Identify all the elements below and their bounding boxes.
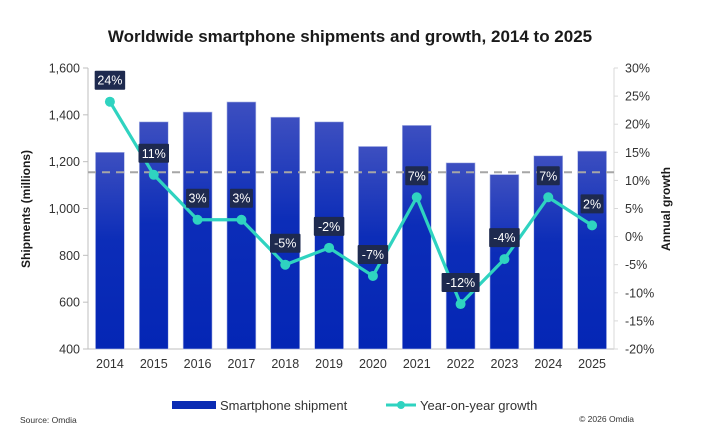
y2-tick-label: 25% (625, 90, 650, 104)
y2-tick-label: 5% (625, 202, 643, 216)
data-label-box (313, 216, 345, 236)
data-label: -7% (362, 248, 384, 262)
copyright-note: © 2026 Omdia (579, 414, 634, 424)
data-label: 24% (97, 74, 122, 88)
bar-2016 (182, 111, 213, 350)
bar-2022 (445, 162, 476, 350)
y2-axis-label: Annual growth (659, 167, 673, 251)
data-label: 3% (189, 192, 207, 206)
data-label: 11% (142, 147, 166, 161)
x-tick-label: 2022 (447, 357, 475, 371)
bar-2014 (95, 152, 125, 350)
bar-2021 (401, 125, 432, 350)
growth-marker-2019 (324, 242, 335, 253)
growth-marker-2015 (148, 169, 159, 180)
bar-2018 (270, 116, 301, 350)
y-tick-label: 1,600 (49, 62, 80, 76)
x-tick-label: 2014 (96, 357, 124, 371)
growth-marker-2020 (367, 270, 378, 281)
plot-area: 400 600 800 1,000 1,200 1,400 1,600 -20% -15% -10… (49, 62, 654, 372)
bar-2024 (533, 155, 564, 350)
data-label-box (405, 166, 429, 186)
data-label: 3% (232, 192, 250, 206)
x-tick-label: 2019 (315, 357, 343, 371)
growth-marker-2023 (499, 254, 510, 265)
data-label-box (229, 188, 253, 208)
legend: Smartphone shipment Year-on-year growth (172, 398, 537, 413)
source-note: Source: Omdia (20, 415, 77, 425)
y-tick-label: 800 (59, 249, 80, 263)
y2-tick-label: 20% (625, 118, 650, 132)
data-label-box (536, 166, 560, 186)
chart-title: Worldwide smartphone shipments and growt… (108, 27, 592, 46)
data-label-box (138, 143, 169, 163)
x-tick-label: 2021 (403, 357, 431, 371)
y2-tick-label: -10% (625, 286, 654, 300)
legend-swatch-shipment (172, 401, 216, 409)
data-label-box (186, 188, 210, 208)
legend-swatch-growth-marker (397, 401, 405, 409)
data-label-box (357, 244, 389, 264)
y2-tick-label: -20% (625, 343, 654, 357)
data-label: -5% (274, 237, 296, 251)
growth-marker-2025 (587, 220, 598, 231)
y2-tick-label: -15% (625, 314, 654, 328)
y-tick-label: 1,200 (49, 155, 80, 169)
y-tick-label: 400 (59, 343, 80, 357)
growth-marker-2021 (411, 192, 422, 203)
data-label-box (270, 233, 301, 253)
x-tick-label: 2024 (534, 357, 562, 371)
bar-2025 (577, 150, 607, 350)
data-label: 7% (408, 169, 426, 183)
growth-marker-2014 (104, 96, 115, 107)
y-tick-label: 600 (59, 296, 80, 310)
data-label-box (441, 273, 480, 293)
y-tick-label: 1,400 (49, 108, 80, 122)
data-label: 2% (583, 197, 601, 211)
growth-marker-2024 (543, 192, 554, 203)
growth-marker-2016 (192, 214, 203, 225)
y2-tick-label: 15% (625, 146, 650, 160)
data-label-box (94, 70, 126, 90)
data-label-box (580, 194, 604, 214)
data-label-box (489, 228, 520, 248)
y-tick-label: 1,000 (49, 202, 80, 216)
y2-tick-label: 30% (625, 62, 650, 76)
x-tick-label: 2017 (228, 357, 256, 371)
x-tick-label: 2025 (578, 357, 606, 371)
x-tick-label: 2016 (184, 357, 212, 371)
growth-line (108, 100, 593, 306)
bar-2017 (226, 101, 257, 350)
data-label: -12% (446, 276, 475, 290)
growth-marker-2022 (455, 299, 466, 310)
x-tick-label: 2023 (491, 357, 519, 371)
data-label: -4% (493, 231, 515, 245)
legend-label-shipment: Smartphone shipment (220, 398, 348, 413)
y2-tick-label: 10% (625, 174, 650, 188)
y2-tick-label: -5% (625, 258, 647, 272)
growth-marker-2018 (280, 259, 291, 270)
x-tick-label: 2018 (271, 357, 299, 371)
data-label: -2% (318, 220, 340, 234)
x-tick-label: 2020 (359, 357, 387, 371)
y2-tick-label: 0% (625, 230, 643, 244)
growth-marker-2017 (236, 214, 247, 225)
legend-label-growth: Year-on-year growth (420, 398, 537, 413)
data-label: 7% (539, 169, 557, 183)
x-tick-label: 2015 (140, 357, 168, 371)
y-axis-label: Shipments (millions) (19, 150, 33, 268)
